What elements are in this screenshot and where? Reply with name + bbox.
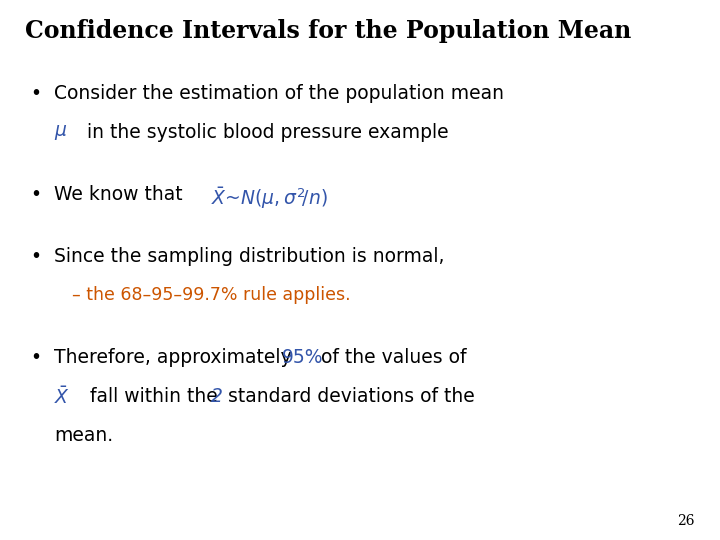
Text: in the systolic blood pressure example: in the systolic blood pressure example xyxy=(81,123,449,141)
Text: 26: 26 xyxy=(678,514,695,528)
Text: standard deviations of the: standard deviations of the xyxy=(222,387,475,406)
Text: Therefore, approximately: Therefore, approximately xyxy=(54,348,297,367)
Text: •: • xyxy=(30,185,41,204)
Text: We know that: We know that xyxy=(54,185,189,204)
Text: 95%: 95% xyxy=(282,348,323,367)
Text: Since the sampling distribution is normal,: Since the sampling distribution is norma… xyxy=(54,247,444,266)
Text: •: • xyxy=(30,84,41,103)
Text: •: • xyxy=(30,247,41,266)
Text: mean.: mean. xyxy=(54,426,113,444)
Text: $\bar{X}$~$N(\mu, \sigma^2\!/n)$: $\bar{X}$~$N(\mu, \sigma^2\!/n)$ xyxy=(211,185,328,211)
Text: $\mu$: $\mu$ xyxy=(54,123,68,141)
Text: Consider the estimation of the population mean: Consider the estimation of the populatio… xyxy=(54,84,504,103)
Text: •: • xyxy=(30,348,41,367)
Text: – the 68–95–99.7% rule applies.: – the 68–95–99.7% rule applies. xyxy=(72,286,351,303)
Text: Confidence Intervals for the Population Mean: Confidence Intervals for the Population … xyxy=(25,19,631,43)
Text: fall within the: fall within the xyxy=(84,387,224,406)
Text: of the values of: of the values of xyxy=(315,348,466,367)
Text: 2: 2 xyxy=(211,387,222,406)
Text: $\bar{X}$: $\bar{X}$ xyxy=(54,387,70,408)
